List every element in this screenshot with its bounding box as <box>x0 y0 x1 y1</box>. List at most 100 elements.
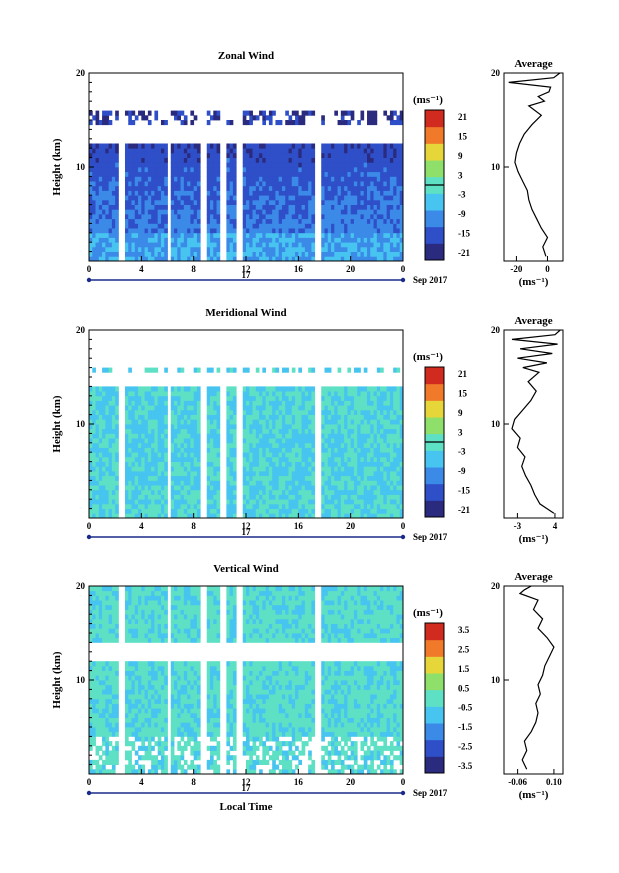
heatmap-cell <box>183 190 188 196</box>
heatmap-cell <box>321 386 325 392</box>
heatmap-cell <box>151 461 155 467</box>
heatmap-cell <box>321 171 325 177</box>
heatmap-cell <box>262 461 267 467</box>
heatmap-cell <box>98 698 103 704</box>
heatmap-cell <box>164 143 168 149</box>
heatmap-cell <box>144 204 149 210</box>
heatmap-cell <box>177 466 181 472</box>
heatmap-cell <box>196 246 201 252</box>
heatmap-cell <box>311 209 316 215</box>
heatmap-cell <box>275 152 280 158</box>
heatmap-cell <box>350 409 355 415</box>
heatmap-cell <box>370 433 374 439</box>
heatmap-cell <box>105 143 110 149</box>
heatmap-cell <box>291 442 296 448</box>
heatmap-cell <box>311 246 316 252</box>
heatmap-cell <box>383 499 388 505</box>
heatmap-cell <box>383 466 388 472</box>
heatmap-cell <box>177 503 181 509</box>
heatmap-cell <box>92 391 96 397</box>
heatmap-cell <box>141 471 145 477</box>
heatmap-cell <box>216 391 221 397</box>
heatmap-cell <box>89 428 93 434</box>
heatmap-field <box>89 586 404 775</box>
heatmap-cell <box>386 214 391 220</box>
heatmap-cell <box>308 171 312 177</box>
heatmap-cell <box>262 152 267 158</box>
heatmap-cell <box>193 489 198 495</box>
heatmap-cell <box>210 461 214 467</box>
heatmap-cell <box>386 115 391 121</box>
heatmap-cell <box>174 433 178 439</box>
heatmap-cell <box>134 489 139 495</box>
heatmap-cell <box>144 185 149 191</box>
heatmap-cell <box>141 386 145 392</box>
heatmap-cell <box>141 190 145 196</box>
heatmap-cell <box>164 256 168 262</box>
heatmap-cell <box>353 391 358 397</box>
heatmap-cell <box>174 405 178 411</box>
heatmap-cell <box>213 466 217 472</box>
heatmap-cell <box>295 391 299 397</box>
heatmap-cell <box>196 456 201 462</box>
heatmap-cell <box>337 223 342 229</box>
heatmap-cell <box>278 499 283 505</box>
heatmap-cell <box>246 485 250 491</box>
heatmap-cell <box>311 251 316 257</box>
heatmap-cell <box>111 471 116 477</box>
heatmap-cell <box>111 171 116 177</box>
heatmap-cell <box>151 414 155 420</box>
heatmap-cell <box>242 503 247 509</box>
heatmap-cell <box>285 395 289 401</box>
heatmap-cell <box>141 452 145 458</box>
heatmap-cell <box>337 199 342 205</box>
heatmap-cell <box>363 405 368 411</box>
heatmap-cell <box>174 428 178 434</box>
heatmap-cell <box>147 181 152 187</box>
heatmap-cell <box>291 485 296 491</box>
heatmap-cell <box>154 480 159 486</box>
heatmap-cell <box>196 503 201 509</box>
heatmap-cell <box>340 489 345 495</box>
heatmap-cell <box>393 395 397 401</box>
heatmap-cell <box>344 513 348 519</box>
heatmap-cell <box>213 167 217 173</box>
heatmap-cell <box>255 251 260 257</box>
heatmap-cell <box>170 171 175 177</box>
heatmap-cell <box>334 148 338 154</box>
heatmap-cell <box>249 237 253 243</box>
heatmap-cell <box>331 167 335 173</box>
heatmap-cell <box>281 167 286 173</box>
heatmap-cell <box>213 461 217 467</box>
heatmap-cell <box>157 405 162 411</box>
heatmap-cell <box>376 395 381 401</box>
heatmap-cell <box>324 167 329 173</box>
heatmap-cell <box>304 391 309 397</box>
heatmap-cell <box>213 428 217 434</box>
heatmap-cell <box>226 419 231 425</box>
heatmap-cell <box>144 513 149 519</box>
heatmap-cell <box>295 209 299 215</box>
heatmap-cell <box>141 162 145 168</box>
heatmap-cell <box>291 456 296 462</box>
heatmap-cell <box>347 152 352 158</box>
heatmap-cell <box>383 400 388 406</box>
heatmap-cell <box>105 405 110 411</box>
heatmap-cell <box>134 466 139 472</box>
heatmap-cell <box>370 237 374 243</box>
heatmap-cell <box>363 199 368 205</box>
heatmap-cell <box>229 400 234 406</box>
heatmap-cell <box>246 242 250 248</box>
heatmap-cell <box>124 461 129 467</box>
heatmap-cell <box>216 466 221 472</box>
heatmap-cell <box>206 400 211 406</box>
heatmap-cell <box>160 167 165 173</box>
heatmap-cell <box>128 480 132 486</box>
heatmap-cell <box>278 391 283 397</box>
heatmap-cell <box>160 223 165 229</box>
heatmap-cell <box>249 513 253 519</box>
heatmap-cell <box>393 232 397 238</box>
heatmap-cell <box>291 256 296 262</box>
heatmap-cell <box>259 195 263 201</box>
